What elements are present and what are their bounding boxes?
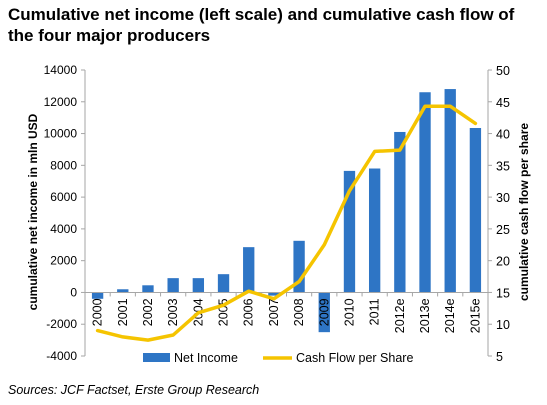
left-axis-tick-label: 10000 <box>44 127 78 141</box>
left-axis-tick-label: -2000 <box>46 317 77 331</box>
x-tick-label: 2001 <box>116 298 130 326</box>
net-income-bar <box>469 127 482 293</box>
left-axis-tick-label: 12000 <box>44 95 78 109</box>
net-income-bar <box>243 247 255 293</box>
legend-net-income-swatch <box>143 353 170 362</box>
x-tick-label: 2011 <box>368 298 382 325</box>
net-income-bar <box>419 92 431 293</box>
net-income-bar <box>91 292 104 299</box>
x-tick-label: 2000 <box>91 298 105 326</box>
net-income-bar <box>394 131 406 293</box>
x-tick-label: 2003 <box>166 298 180 326</box>
x-tick-label: 2010 <box>342 298 356 326</box>
left-axis: -4000 -2000 0 2000 4000 6000 8000 10000 12000 140… <box>44 63 86 363</box>
x-tick-label: 2012e <box>393 298 407 333</box>
net-income-bars <box>91 89 482 333</box>
right-axis-tick-label: 10 <box>496 318 510 332</box>
right-axis-tick-label: 25 <box>496 223 510 237</box>
net-income-bar <box>293 240 305 293</box>
right-axis: 5 10 15 20 25 30 35 40 45 50 <box>487 64 510 364</box>
right-axis-tick-label: 45 <box>496 96 510 110</box>
right-axis-tick-label: 40 <box>496 128 510 142</box>
x-tick-label: 2002 <box>141 298 155 326</box>
net-income-bar <box>217 274 230 293</box>
net-income-bar <box>167 278 179 293</box>
x-tick-label: 2014e <box>443 298 457 333</box>
net-income-bar <box>117 289 129 293</box>
net-income-bar <box>444 89 456 293</box>
left-axis-tick-label: 8000 <box>50 158 77 172</box>
x-tick-label: 2009 <box>317 298 331 326</box>
left-axis-tick-label: -4000 <box>46 349 77 363</box>
x-tick-labels: 2000 2001 2002 2003 2004 2005 2006 2007 2008 2009… <box>84 292 489 333</box>
y2-axis-label: cumulative cash flow per share <box>517 123 531 301</box>
right-axis-tick-label: 50 <box>496 64 510 78</box>
net-income-bar <box>343 170 356 293</box>
right-axis-tick-label: 15 <box>496 286 510 300</box>
net-income-bar <box>142 285 154 293</box>
left-axis-tick-label: 0 <box>70 285 77 299</box>
left-axis-tick-label: 4000 <box>50 222 77 236</box>
legend-cash-flow-label: Cash Flow per Share <box>296 351 413 365</box>
right-axis-tick-label: 35 <box>496 159 510 173</box>
net-income-bar <box>318 292 330 333</box>
right-axis-tick-label: 20 <box>496 255 510 269</box>
cash-flow-line <box>95 104 478 342</box>
left-axis-tick-label: 6000 <box>50 190 77 204</box>
x-tick-label: 2006 <box>242 298 256 326</box>
net-income-bar <box>192 278 205 293</box>
net-income-bar <box>368 168 381 293</box>
x-tick-label: 2008 <box>292 298 306 326</box>
right-axis-tick-label: 5 <box>496 350 503 364</box>
source-note: Sources: JCF Factset, Erste Group Resear… <box>8 383 260 397</box>
x-tick-label: 2013e <box>418 298 432 333</box>
legend-net-income-label: Net Income <box>174 351 238 365</box>
right-axis-tick-label: 30 <box>496 191 510 205</box>
y-axis-label: cumulative net income in mln USD <box>26 113 40 310</box>
left-axis-tick-label: 2000 <box>50 254 77 268</box>
legend: Net Income Cash Flow per Share <box>143 351 413 365</box>
net-income-bar <box>268 292 280 296</box>
x-tick-label: 2007 <box>267 298 281 326</box>
left-axis-tick-label: 14000 <box>44 63 78 77</box>
x-tick-label: 2015e <box>468 298 482 333</box>
chart-title: Cumulative net income (left scale) and c… <box>8 5 515 45</box>
